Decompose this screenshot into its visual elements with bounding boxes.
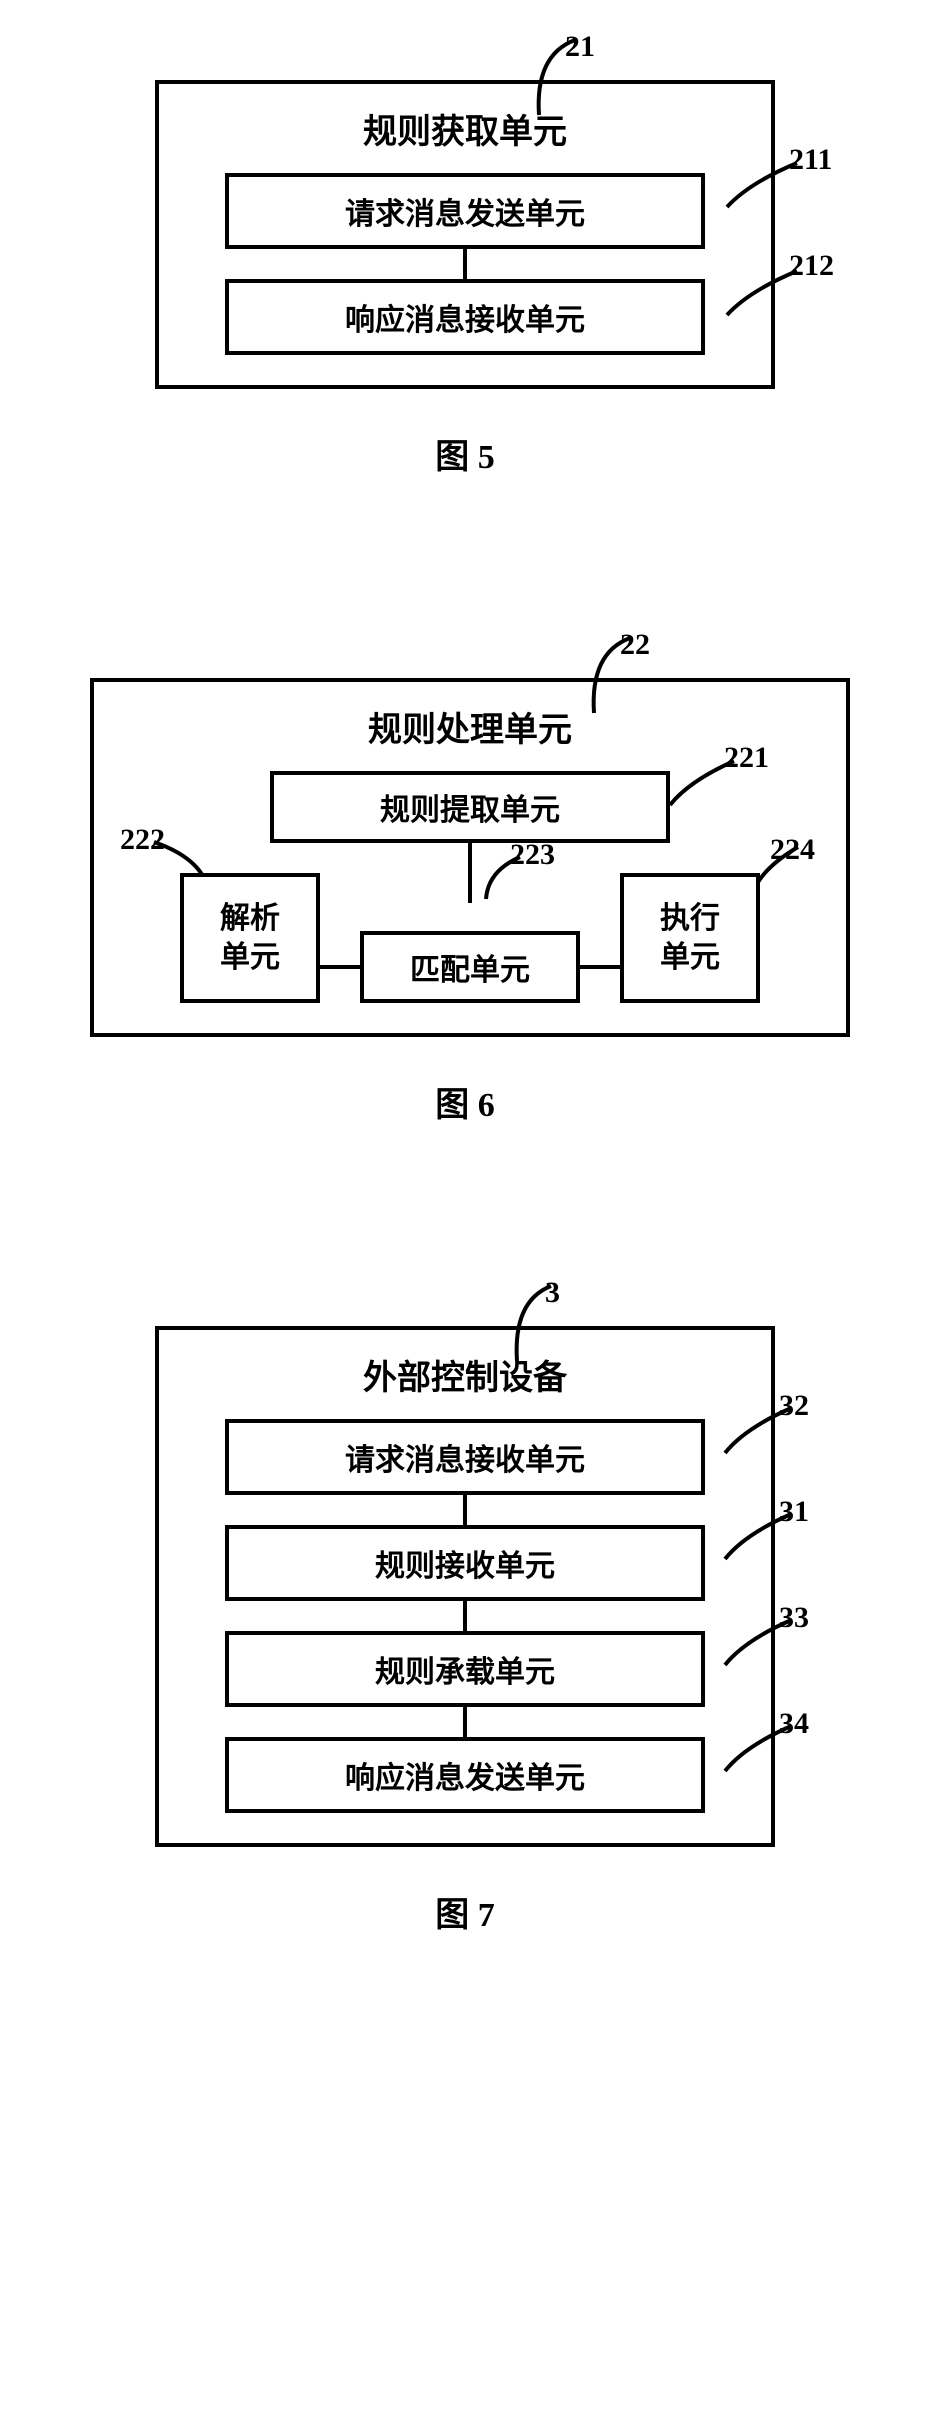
fig6-match-ref: 223 — [510, 838, 555, 872]
fig7-rule-hold-ref: 33 — [779, 1601, 809, 1635]
fig7-rule-recv-ref: 31 — [779, 1495, 809, 1529]
fig6-title: 规则处理单元 — [124, 702, 816, 751]
fig5-recv-label: 响应消息接收单元 — [345, 295, 585, 339]
fig7-rule-hold-box: 规则承载单元 — [225, 1631, 705, 1707]
fig6-parse-l2: 单元 — [220, 938, 280, 977]
fig7-conn-3 — [463, 1707, 467, 1737]
fig7-req-recv-box: 请求消息接收单元 — [225, 1419, 705, 1495]
fig7-outer-box: 外部控制设备 请求消息接收单元 32 规则接收单元 31 — [155, 1326, 775, 1847]
fig7-rule-recv-label: 规则接收单元 — [375, 1541, 555, 1585]
fig7-caption: 图 7 — [60, 1887, 870, 1936]
fig6-caption: 图 6 — [60, 1077, 870, 1126]
fig5-ref-outer: 21 — [565, 30, 595, 64]
fig7-resp-send-box: 响应消息发送单元 — [225, 1737, 705, 1813]
fig6-ref-outer: 22 — [620, 628, 650, 662]
fig6-h-connector-r — [580, 965, 620, 969]
fig6-extract-ref: 221 — [724, 741, 769, 775]
fig7-conn-1 — [463, 1495, 467, 1525]
fig6-exec-ref: 224 — [770, 833, 815, 867]
fig7-resp-send-ref: 34 — [779, 1707, 809, 1741]
fig6-match-label: 匹配单元 — [410, 945, 530, 989]
fig5-recv-box: 响应消息接收单元 — [225, 279, 705, 355]
fig5-outer-box: 规则获取单元 请求消息发送单元 211 响应消息接收单元 212 — [155, 80, 775, 389]
fig6-exec-box: 执行 单元 — [620, 873, 760, 1003]
fig6-h-connector-l — [320, 965, 360, 969]
fig6-parse-l1: 解析 — [220, 899, 280, 938]
fig7-req-recv-ref: 32 — [779, 1389, 809, 1423]
fig5-send-box: 请求消息发送单元 — [225, 173, 705, 249]
fig7-conn-2 — [463, 1601, 467, 1631]
figure-7: 3 外部控制设备 请求消息接收单元 32 规则接收单元 31 — [60, 1326, 870, 1936]
fig5-caption: 图 5 — [60, 429, 870, 478]
figure-6: 22 规则处理单元 规则提取单元 221 — [60, 678, 870, 1126]
fig6-match-box: 匹配单元 — [360, 931, 580, 1003]
fig5-send-label: 请求消息发送单元 — [345, 189, 585, 233]
fig7-rule-recv-box: 规则接收单元 — [225, 1525, 705, 1601]
fig7-title: 外部控制设备 — [199, 1350, 731, 1399]
fig6-parse-box: 解析 单元 — [180, 873, 320, 1003]
fig7-rule-hold-label: 规则承载单元 — [375, 1647, 555, 1691]
fig5-connector — [463, 249, 467, 279]
fig6-parse-ref: 222 — [120, 823, 165, 857]
fig7-ref-outer: 3 — [545, 1276, 560, 1310]
fig6-extract-label: 规则提取单元 — [380, 785, 560, 829]
fig5-recv-ref: 212 — [789, 249, 834, 283]
fig7-req-recv-label: 请求消息接收单元 — [345, 1435, 585, 1479]
fig6-exec-l1: 执行 — [660, 899, 720, 938]
fig5-title: 规则获取单元 — [199, 104, 731, 153]
fig5-send-ref: 211 — [789, 143, 832, 177]
fig6-extract-box: 规则提取单元 — [270, 771, 670, 843]
fig6-exec-l2: 单元 — [660, 938, 720, 977]
figure-5: 21 规则获取单元 请求消息发送单元 211 响应消息接收单元 212 — [60, 80, 870, 478]
fig7-resp-send-label: 响应消息发送单元 — [345, 1753, 585, 1797]
fig6-outer-box: 规则处理单元 规则提取单元 221 222 — [90, 678, 850, 1037]
